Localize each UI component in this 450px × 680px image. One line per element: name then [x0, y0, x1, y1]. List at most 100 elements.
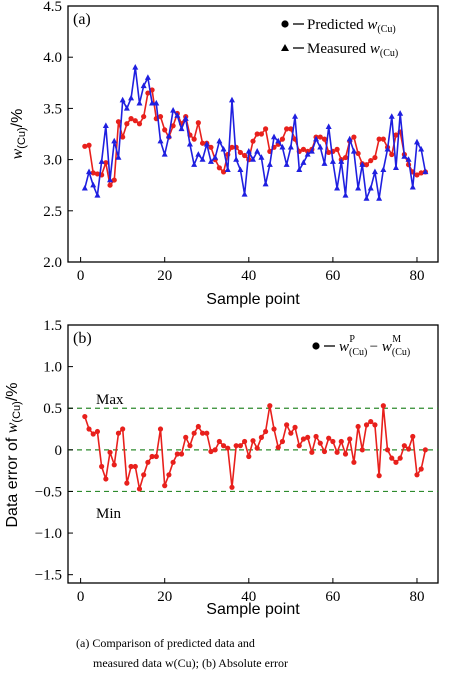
- data-point: [170, 123, 176, 129]
- data-point: [86, 168, 93, 175]
- data-point: [287, 143, 294, 150]
- data-point: [388, 113, 395, 119]
- data-point: [267, 403, 273, 409]
- data-point: [405, 156, 412, 162]
- data-point: [216, 438, 222, 445]
- y-tick-label: 0.5: [43, 401, 62, 417]
- data-point: [313, 135, 320, 142]
- legend-marker-predicted: [281, 20, 289, 28]
- data-point: [393, 459, 399, 465]
- data-point: [279, 136, 286, 142]
- data-point: [128, 463, 134, 470]
- data-point: [99, 463, 105, 470]
- data-point: [363, 195, 370, 201]
- data-point: [355, 423, 361, 430]
- data-point: [140, 82, 147, 89]
- data-point: [392, 164, 399, 170]
- data-point: [86, 426, 92, 432]
- x-tick-label: 40: [241, 589, 256, 605]
- data-point: [258, 154, 265, 160]
- data-point: [124, 121, 130, 127]
- data-point: [132, 463, 138, 470]
- data-point: [241, 152, 248, 159]
- data-point: [250, 156, 256, 162]
- data-point: [94, 428, 101, 435]
- data-point: [275, 444, 281, 450]
- data-point: [241, 191, 248, 197]
- data-point: [107, 176, 114, 183]
- x-tick-label: 20: [157, 268, 172, 284]
- data-point: [178, 451, 185, 457]
- data-point: [355, 150, 361, 157]
- data-point: [103, 160, 109, 166]
- legend-label-error: w(Cu)P − w(Cu)M: [339, 334, 410, 358]
- data-point: [309, 449, 315, 455]
- data-point: [111, 137, 118, 144]
- data-point: [266, 161, 273, 167]
- data-point: [317, 143, 324, 150]
- data-point: [144, 74, 151, 80]
- data-point: [186, 140, 193, 147]
- y-tick-label: 2.0: [43, 255, 62, 271]
- data-point: [313, 433, 319, 440]
- data-point: [372, 422, 378, 428]
- data-point: [178, 125, 185, 132]
- data-point: [405, 446, 412, 452]
- data-point: [334, 146, 340, 152]
- data-point: [363, 422, 370, 428]
- x-tick-label: 60: [325, 589, 340, 605]
- data-point: [254, 131, 260, 137]
- data-point: [132, 64, 139, 70]
- data-point: [359, 447, 365, 453]
- caption-line-1: (a) Comparison of predicted data and: [76, 636, 255, 650]
- data-point: [107, 182, 113, 188]
- data-point: [355, 184, 362, 191]
- data-point: [145, 459, 151, 465]
- data-point: [271, 133, 278, 140]
- data-point: [300, 159, 307, 165]
- data-point: [372, 154, 378, 161]
- data-point: [414, 172, 420, 178]
- data-point: [195, 120, 201, 126]
- data-point: [153, 453, 159, 460]
- data-point: [187, 443, 193, 449]
- data-point: [376, 473, 382, 479]
- data-point: [262, 180, 269, 187]
- data-point: [98, 158, 105, 164]
- data-point: [233, 443, 239, 449]
- data-point: [220, 443, 227, 449]
- x-tick-label: 0: [77, 589, 85, 605]
- data-point: [161, 151, 168, 157]
- data-point: [317, 134, 323, 140]
- x-tick-label: 80: [409, 589, 424, 605]
- data-point: [102, 122, 109, 129]
- data-point: [162, 483, 168, 489]
- x-tick-label: 40: [241, 268, 256, 284]
- data-point: [258, 131, 265, 137]
- x-tick-label: 80: [409, 268, 424, 284]
- plot-frame-b: [67, 324, 439, 584]
- data-point: [330, 438, 336, 445]
- data-point: [191, 136, 197, 142]
- data-point: [149, 453, 155, 460]
- data-point: [90, 170, 96, 176]
- data-point: [157, 113, 164, 120]
- data-point: [145, 90, 151, 96]
- data-point: [107, 449, 113, 455]
- data-point: [275, 137, 282, 144]
- data-point: [401, 153, 408, 159]
- series-line: [84, 89, 426, 186]
- data-point: [371, 168, 378, 175]
- x-tick-label: 60: [325, 268, 340, 284]
- data-point: [292, 113, 299, 119]
- y-tick-label: 3.0: [43, 153, 62, 169]
- panel-label-a: (a): [73, 11, 91, 28]
- data-point: [263, 126, 269, 132]
- data-point: [410, 433, 416, 440]
- data-point: [300, 146, 307, 152]
- legend-label-predicted: Predicted w(Cu): [307, 17, 396, 35]
- data-point: [229, 144, 235, 150]
- y-axis-title-a: w(Cu)/%: [9, 109, 28, 160]
- data-point: [136, 99, 143, 106]
- data-point: [397, 455, 403, 461]
